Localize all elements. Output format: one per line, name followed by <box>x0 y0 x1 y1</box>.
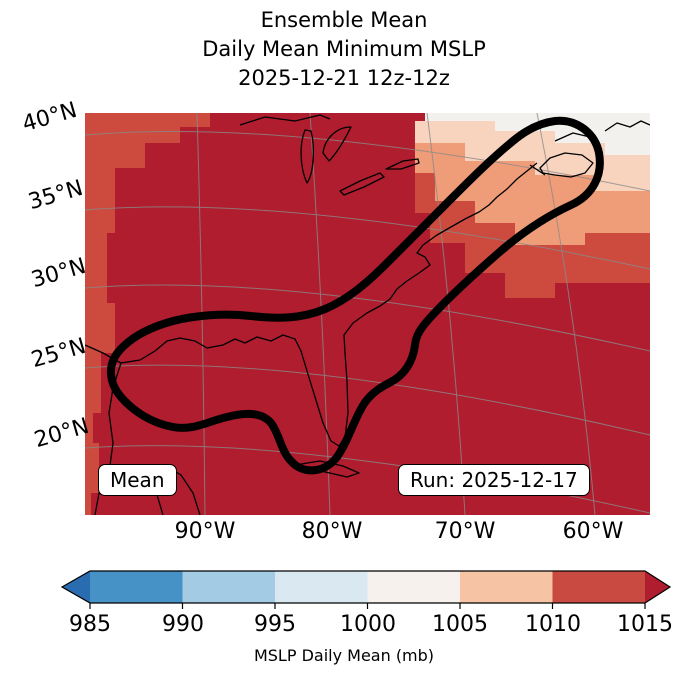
mean-label: Mean <box>110 468 165 492</box>
colorbar-seg-985-990 <box>90 571 183 603</box>
colorbar-label: MSLP Daily Mean (mb) <box>253 646 435 665</box>
mean-label-box: Mean <box>98 464 177 496</box>
lon-line-60w <box>536 113 596 515</box>
field-ne-salmon <box>415 143 650 245</box>
coastline-st-lawrence <box>554 132 591 142</box>
run-label-box: Run: 2025-12-17 <box>398 464 590 496</box>
colorbar-tick-985: 985 <box>69 612 111 637</box>
colorbar-over-arrow <box>645 571 670 603</box>
field-ne-near-white <box>425 113 650 155</box>
colorbar-tick-1010: 1010 <box>525 612 581 637</box>
title-line-3: 2025-12-21 12z-12z <box>238 66 450 90</box>
coastline-lake-erie <box>339 172 385 196</box>
lat-line-35n <box>85 206 650 270</box>
colorbar-seg-1010-1015 <box>552 571 645 603</box>
lon-line-70w <box>426 113 466 515</box>
colorbar-tick-995: 995 <box>254 612 296 637</box>
lon-tick-80w: 80°W <box>301 519 363 544</box>
colorbar-canvas <box>60 570 672 609</box>
lon-tick-60w: 60°W <box>562 519 624 544</box>
colorbar-seg-995-1000 <box>275 571 368 603</box>
lat-line-25n <box>85 364 650 436</box>
run-label: Run: 2025-12-17 <box>410 468 578 492</box>
colorbar-seg-990-995 <box>182 571 275 603</box>
lat-line-30n <box>85 284 650 352</box>
colorbar: 985 990 995 1000 1005 1010 1015 MSLP Dai… <box>0 566 688 674</box>
coastline-lake-huron <box>322 126 352 162</box>
field-ne-medium-red <box>415 173 650 298</box>
lon-tick-70w: 70°W <box>434 519 496 544</box>
colorbar-under-arrow <box>62 571 90 603</box>
coastline-lake-michigan <box>300 129 314 184</box>
colorbar-tick-1005: 1005 <box>432 612 488 637</box>
lat-tick-30n: 30°N <box>28 253 89 294</box>
lat-line-40n <box>85 130 650 192</box>
coastline-lake-ontario <box>385 158 420 170</box>
colorbar-tickmarks <box>89 603 646 609</box>
coastline-gulf-atlantic <box>85 162 538 447</box>
colorbar-tick-1000: 1000 <box>340 612 396 637</box>
map-canvas <box>85 113 650 515</box>
figure-title: Ensemble Mean Daily Mean Minimum MSLP 20… <box>0 6 688 93</box>
colorbar-tick-990: 990 <box>162 612 204 637</box>
ensemble-contour <box>107 116 604 475</box>
field-ne-pale-pink <box>415 121 650 191</box>
title-line-1: Ensemble Mean <box>260 8 428 32</box>
lon-tick-90w: 90°W <box>174 519 236 544</box>
lat-tick-40n: 40°N <box>19 97 80 138</box>
lat-tick-35n: 35°N <box>25 175 86 216</box>
colorbar-seg-1005-1010 <box>460 571 553 603</box>
map-panel: Mean Run: 2025-12-17 <box>85 113 650 515</box>
colorbar-tick-1015: 1015 <box>617 612 673 637</box>
lat-tick-25n: 25°N <box>28 333 89 374</box>
coastline-nova-scotia <box>539 152 594 178</box>
coastline-bay-of-fundy <box>529 164 546 176</box>
coastline-top-right <box>604 120 650 132</box>
coastline-lake-superior <box>239 114 331 126</box>
colorbar-seg-1000-1005 <box>367 571 460 603</box>
title-line-2: Daily Mean Minimum MSLP <box>202 37 486 61</box>
field-west-medium-red <box>85 113 210 515</box>
lat-tick-20n: 20°N <box>31 413 92 454</box>
